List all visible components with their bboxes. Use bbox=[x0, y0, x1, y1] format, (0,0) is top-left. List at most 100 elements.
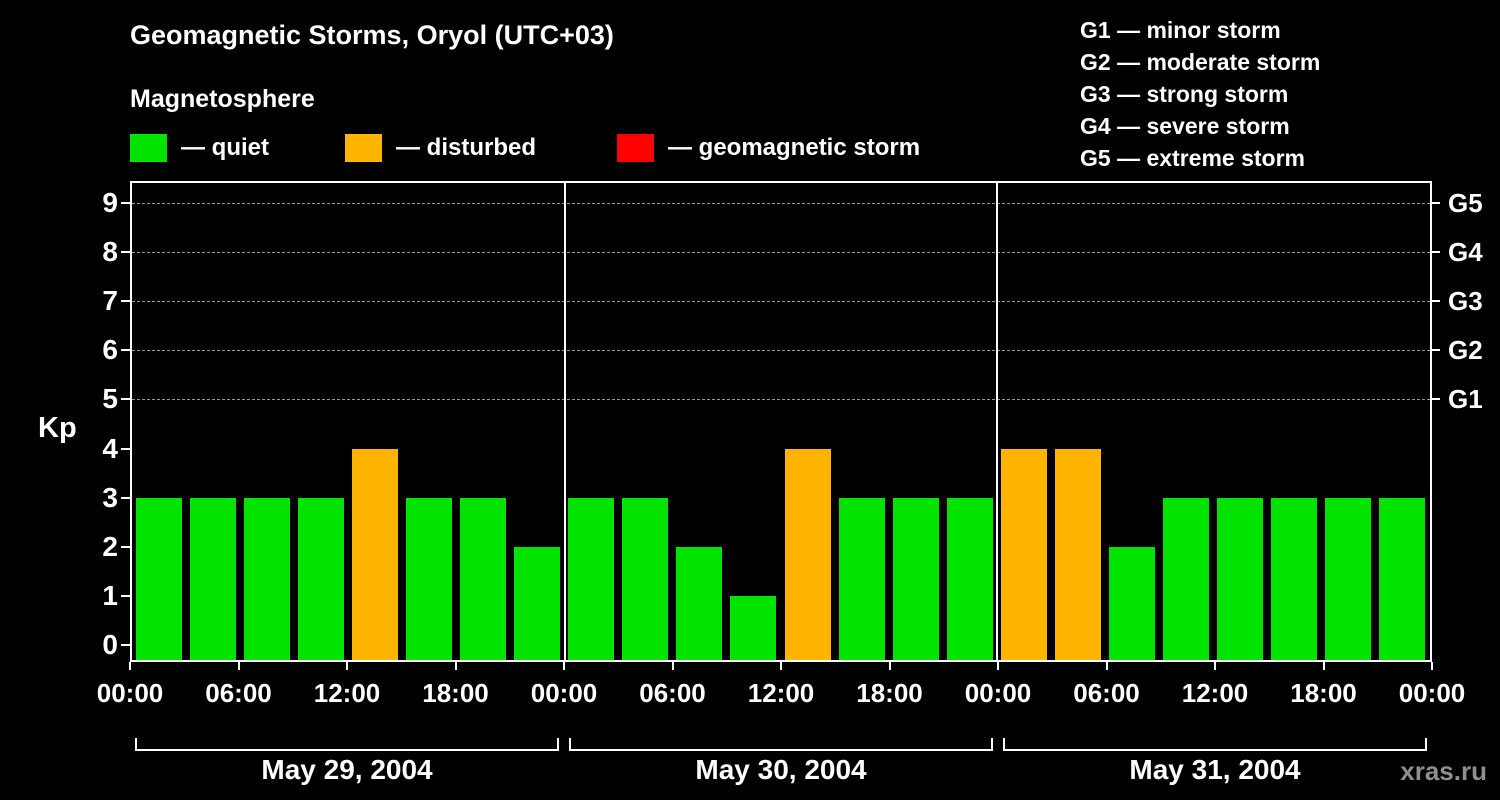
y-axis-tick-7 bbox=[121, 300, 130, 303]
right-axis-tick-kp5 bbox=[1432, 398, 1440, 401]
x-axis-tick-day1-1200 bbox=[346, 662, 348, 670]
disturbed-color-swatch bbox=[345, 134, 382, 162]
right-axis-tick-kp7 bbox=[1432, 300, 1440, 303]
gridline-kp9 bbox=[132, 202, 1430, 204]
kp-bar-day3-slot7 bbox=[1325, 497, 1372, 660]
kp-bar-day1-slot4 bbox=[297, 497, 344, 660]
watermark: xras.ru bbox=[1400, 756, 1487, 786]
kp-bar-day3-slot3 bbox=[1109, 546, 1156, 660]
x-axis-tick-day1-1800 bbox=[454, 662, 457, 670]
x-axis-label-day2-0600: 06:00 bbox=[639, 678, 706, 708]
page-title: Geomagnetic Storms, Oryol (UTC+03) bbox=[130, 20, 614, 50]
gridline-kp8 bbox=[132, 251, 1430, 253]
magnetosphere-label: Magnetosphere bbox=[130, 85, 315, 113]
y-axis-label-6: 6 bbox=[102, 334, 118, 366]
y-axis-label-9: 9 bbox=[102, 186, 118, 218]
x-axis-tick-day2-0600 bbox=[671, 662, 674, 670]
kp-bar-day3-slot6 bbox=[1271, 497, 1318, 660]
y-axis-tick-2 bbox=[121, 545, 130, 548]
day-bracket-3 bbox=[1003, 738, 1427, 751]
kp-bar-day3-slot4 bbox=[1163, 497, 1210, 660]
y-axis-label-2: 2 bbox=[102, 530, 118, 562]
x-axis-label-day3-1800: 18:00 bbox=[1290, 678, 1357, 708]
kp-bar-day1-slot8 bbox=[514, 546, 561, 660]
kp-bar-day1-slot2 bbox=[189, 497, 236, 660]
y-axis-label-5: 5 bbox=[102, 383, 118, 415]
x-axis-tick-day1-0600 bbox=[237, 662, 240, 670]
kp-bar-day1-slot6 bbox=[405, 497, 452, 660]
kp-bar-day2-slot8 bbox=[946, 497, 993, 660]
x-axis-tick-day3-0600 bbox=[1105, 662, 1108, 670]
g-level-label-g2: G2 bbox=[1448, 335, 1483, 366]
kp-bar-day3-slot8 bbox=[1379, 497, 1426, 660]
y-axis-label-0: 0 bbox=[102, 629, 118, 661]
y-axis-label-3: 3 bbox=[102, 481, 118, 513]
kp-bar-day1-slot3 bbox=[243, 497, 290, 660]
kp-bar-day1-slot5 bbox=[351, 448, 398, 660]
kp-bar-day2-slot7 bbox=[892, 497, 939, 660]
x-axis-label-day1-1200: 12:00 bbox=[313, 678, 381, 708]
day-separator-1 bbox=[563, 183, 566, 660]
legend-item-quiet: — quiet bbox=[130, 133, 269, 163]
y-axis-tick-1 bbox=[121, 595, 130, 598]
x-axis-label-day3-0600: 06:00 bbox=[1073, 678, 1140, 708]
x-axis-tick-day2-1800 bbox=[888, 662, 891, 670]
storm-color-swatch bbox=[617, 134, 654, 162]
day-bracket-2 bbox=[569, 738, 993, 751]
day-bracket-1 bbox=[135, 738, 559, 751]
x-axis-label-day2-1200: 12:00 bbox=[747, 678, 815, 708]
day-separator-2 bbox=[996, 183, 999, 660]
kp-bar-day3-slot1 bbox=[1000, 448, 1047, 660]
x-axis-tick-day3-1200 bbox=[1214, 662, 1216, 670]
x-axis-label-day1-0600: 06:00 bbox=[205, 678, 272, 708]
kp-bar-day2-slot6 bbox=[838, 497, 885, 660]
x-axis-label-day1-1800: 18:00 bbox=[422, 678, 489, 708]
kp-bar-day2-slot4 bbox=[730, 596, 777, 660]
g-legend-line-5: G5 — extreme storm bbox=[1080, 145, 1305, 171]
right-axis-tick-kp6 bbox=[1432, 349, 1440, 352]
kp-bar-day1-slot7 bbox=[460, 497, 507, 660]
x-axis-tick-day2-0000 bbox=[563, 662, 565, 670]
y-axis-tick-9 bbox=[121, 201, 130, 204]
gridline-kp7 bbox=[132, 301, 1430, 303]
y-axis-tick-4 bbox=[121, 447, 130, 450]
legend-item-disturbed: — disturbed bbox=[345, 133, 536, 163]
day-label-1: May 29, 2004 bbox=[261, 754, 433, 785]
y-axis-label-1: 1 bbox=[102, 580, 118, 612]
y-axis-tick-5 bbox=[121, 398, 130, 401]
kp-bar-day1-slot1 bbox=[135, 497, 182, 660]
g-level-label-g5: G5 bbox=[1448, 187, 1483, 218]
kp-bar-day3-slot5 bbox=[1217, 497, 1264, 660]
g-scale-legend: G1 — minor storm G2 — moderate storm G3 — … bbox=[1080, 14, 1320, 174]
x-axis-tick-day3-1800 bbox=[1322, 662, 1325, 670]
y-axis-label-8: 8 bbox=[102, 235, 118, 267]
g-legend-line-4: G4 — severe storm bbox=[1080, 113, 1290, 139]
x-axis-tick-day3-0000 bbox=[997, 662, 999, 670]
y-axis-label-4: 4 bbox=[102, 432, 118, 464]
g-legend-line-2: G2 — moderate storm bbox=[1080, 49, 1321, 75]
plot-area bbox=[130, 181, 1432, 662]
g-level-label-g4: G4 bbox=[1448, 236, 1483, 267]
kp-bar-day2-slot5 bbox=[784, 448, 831, 660]
kp-bar-day3-slot2 bbox=[1054, 448, 1101, 660]
day-label-2: May 30, 2004 bbox=[695, 754, 867, 785]
y-axis-title: Kp bbox=[38, 412, 77, 444]
g-legend-line-3: G3 — strong storm bbox=[1080, 81, 1289, 107]
g-level-label-g3: G3 bbox=[1448, 286, 1483, 317]
x-axis-tick-day2-1200 bbox=[780, 662, 782, 670]
x-axis-label-day2-0000: 00:00 bbox=[530, 678, 598, 708]
gridline-kp5 bbox=[132, 399, 1430, 401]
y-axis-tick-6 bbox=[121, 349, 130, 352]
x-axis-label-end: 00:00 bbox=[1398, 678, 1466, 708]
kp-bar-day2-slot3 bbox=[676, 546, 723, 660]
x-axis-label-day2-1800: 18:00 bbox=[856, 678, 923, 708]
x-axis-tick-end bbox=[1431, 662, 1433, 670]
x-axis-label-day1-0000: 00:00 bbox=[96, 678, 164, 708]
y-axis-tick-8 bbox=[121, 250, 130, 253]
x-axis-tick-day1-0000 bbox=[129, 662, 131, 670]
legend-label-disturbed: — disturbed bbox=[396, 134, 537, 161]
y-axis-tick-0 bbox=[121, 644, 130, 647]
day-label-3: May 31, 2004 bbox=[1129, 754, 1301, 785]
kp-bar-day2-slot1 bbox=[568, 497, 615, 660]
kp-bar-day2-slot2 bbox=[622, 497, 669, 660]
